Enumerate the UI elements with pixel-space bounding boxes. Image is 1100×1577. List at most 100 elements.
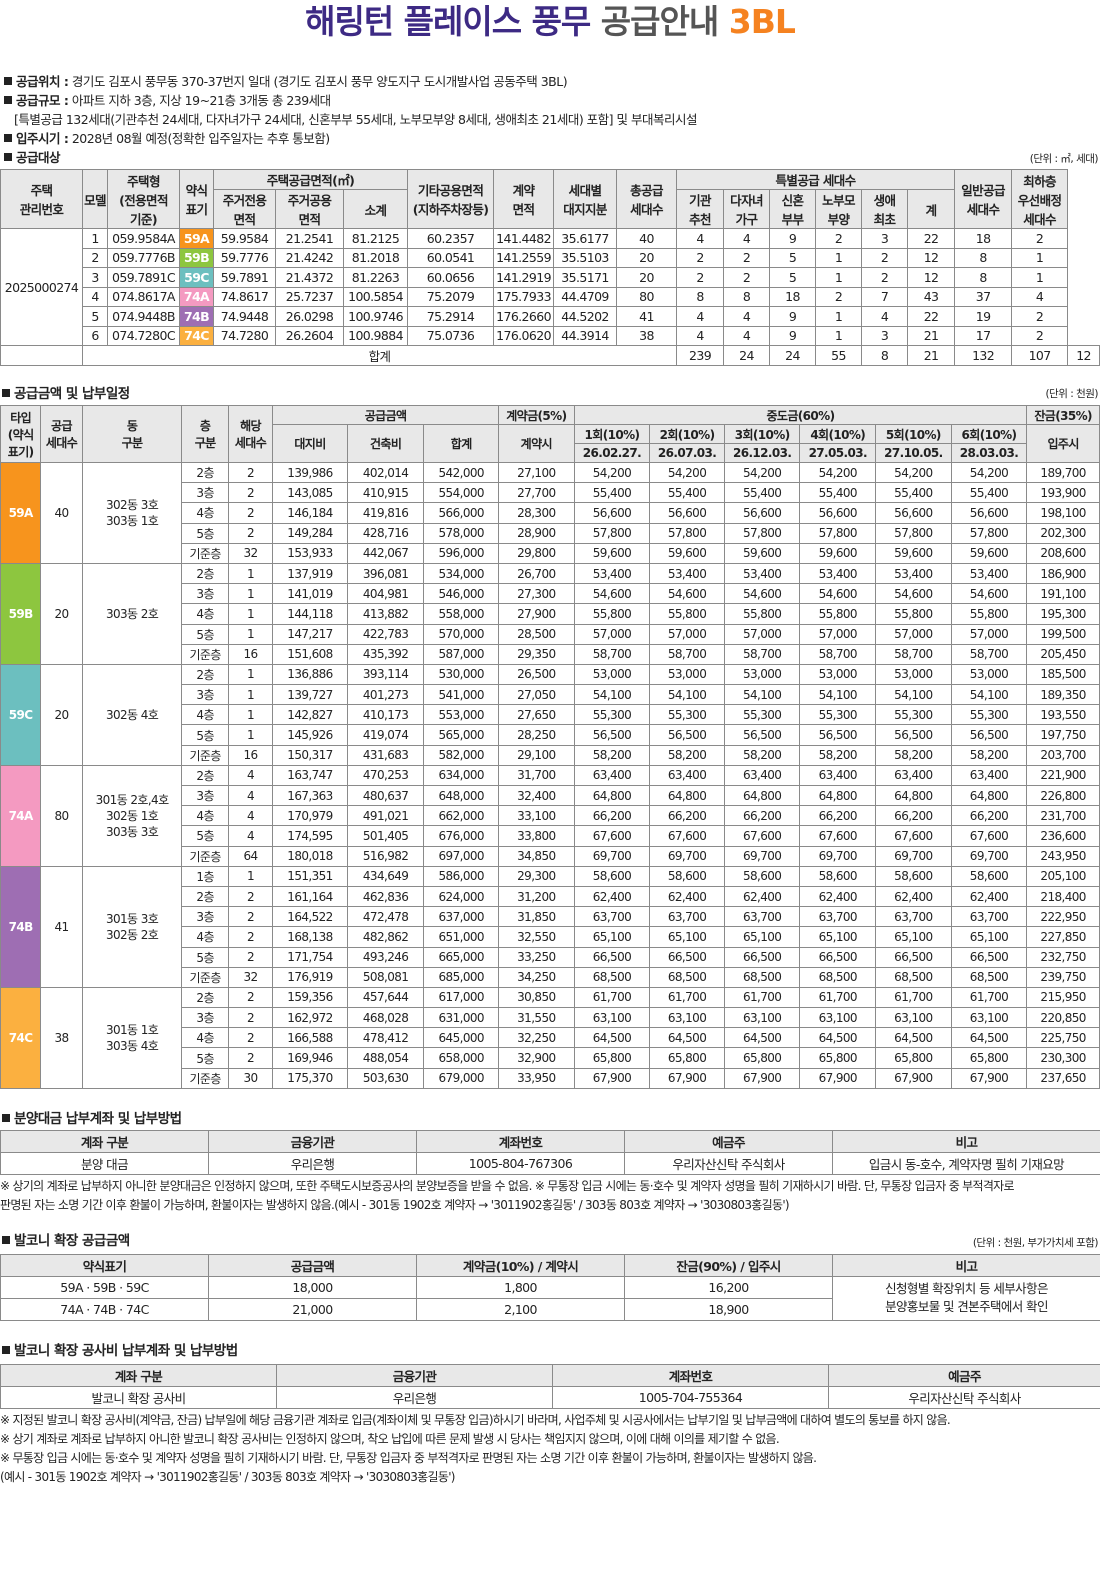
middle-payment: 56,600: [950, 502, 1028, 524]
th-mgmt: 주택 관리번호: [0, 169, 83, 229]
middle-payment: 58,200: [723, 744, 801, 766]
middle-payment: 61,700: [950, 986, 1028, 1009]
total-lowest: 12: [1067, 345, 1100, 366]
middle-payment: 58,600: [649, 865, 725, 887]
middle-payment: 69,700: [950, 845, 1028, 867]
cell-elder: 2: [815, 228, 863, 249]
land-price: 147,217: [272, 623, 348, 645]
middle-payment: 67,600: [799, 825, 877, 847]
land-price: 153,933: [272, 542, 348, 564]
middle-payment: 66,200: [573, 805, 651, 827]
balance-payment: 225,750: [1026, 1027, 1100, 1049]
middle-payment: 65,100: [875, 926, 952, 948]
middle-payment: 68,500: [799, 966, 877, 988]
balance-payment: 197,750: [1026, 724, 1100, 746]
middle-payment: 54,200: [573, 461, 651, 484]
land-price: 146,184: [272, 502, 348, 524]
th-installment-date: 26.02.27.: [573, 443, 651, 463]
cell-total: 80: [616, 286, 678, 307]
th-b-account-type: 계좌 구분: [0, 1363, 277, 1387]
price-row: 4층 1 144,118 413,882 558,000 27,900 55,800 55,8…: [1, 603, 1100, 625]
applicable-units: 1: [227, 684, 274, 706]
land-price: 170,979: [272, 805, 348, 827]
middle-payment: 53,400: [723, 562, 801, 585]
middle-payment: 69,700: [723, 845, 801, 867]
total-label: 합계: [81, 345, 678, 366]
cell-other: 60.0541: [407, 247, 495, 268]
th-b-bank: 금융기관: [276, 1363, 553, 1387]
cell-inst: 2: [676, 247, 725, 268]
balance-payment: 205,100: [1026, 865, 1100, 887]
price-row: 74A 80 301동 2호,4호 302동 1호 303동 3호 2층 4 163,74…: [0, 764, 1100, 867]
floor: 3층: [181, 906, 229, 928]
cell-common: 26.2604: [275, 325, 344, 346]
cell-multi: 4: [723, 306, 771, 327]
balance-payment: 202,300: [1026, 522, 1100, 544]
floor: 5층: [181, 522, 229, 544]
price-row: 3층 2 162,972 468,028 631,000 31,550 63,100 63,1…: [1, 1007, 1100, 1029]
middle-payment: 56,600: [573, 502, 651, 524]
th-newly: 신혼 부부: [769, 189, 817, 229]
supply-sum: 553,000: [423, 704, 500, 726]
building-price: 442,067: [346, 542, 425, 564]
balance-payment: 189,700: [1026, 461, 1100, 484]
middle-payment: 66,500: [950, 946, 1028, 968]
middle-payment: 66,500: [723, 946, 801, 968]
total-elder: 8: [861, 345, 909, 366]
supply-table: 주택 관리번호 모델 주택형 (전용면적 기준) 약식 표기 주택공급면적(㎡)…: [0, 169, 1100, 366]
account-note-1: ※ 상기의 계좌로 납부하지 아니한 분양대금은 인정하지 않으며, 또한 주택…: [0, 1178, 1015, 1193]
group-units: 40: [40, 462, 83, 564]
balance-payment: 195,300: [1026, 603, 1100, 625]
cell-first: 3: [861, 228, 909, 249]
middle-payment: 62,400: [723, 885, 801, 908]
balcony-account-section-title: 발코니 확장 공사비 납부계좌 및 납부방법: [0, 1341, 1100, 1362]
floor: 기준층: [181, 643, 229, 665]
balcony-balance: 16,200: [624, 1275, 833, 1299]
middle-payment: 55,400: [573, 482, 651, 504]
floor: 4층: [181, 1027, 229, 1049]
middle-payment: 59,600: [799, 542, 877, 564]
balcony-table: 약식표기 공급금액 계약금(10%) / 계약시 잔금(90%) / 입주시 비고 59…: [0, 1253, 1100, 1321]
building-price: 431,683: [346, 744, 425, 766]
middle-payment: 58,700: [875, 643, 952, 665]
cell-land: 35.5103: [553, 247, 618, 268]
floor: 기준층: [181, 542, 229, 564]
cell-inst: 8: [676, 286, 725, 307]
middle-payment: 56,500: [649, 724, 725, 746]
th-balcony-deposit: 계약금(10%) / 계약시: [416, 1253, 625, 1277]
middle-payment: 62,400: [649, 885, 725, 908]
middle-payment: 63,100: [573, 1007, 651, 1029]
middle-payment: 64,800: [573, 784, 651, 807]
price-row: 기준층 30 175,370 503,630 679,000 33,950 67,900 67…: [1, 1067, 1100, 1089]
middle-payment: 58,600: [950, 865, 1028, 887]
cell-subtotal: 81.2263: [342, 267, 409, 288]
th-excl: 주거전용 면적: [213, 189, 276, 229]
deposit: 29,350: [498, 643, 575, 665]
middle-payment: 56,600: [799, 502, 877, 524]
deposit: 32,400: [498, 784, 575, 807]
middle-payment: 63,400: [573, 764, 651, 787]
model-no: 3: [82, 267, 108, 288]
middle-payment: 55,400: [799, 482, 877, 504]
balance-payment: 205,450: [1026, 643, 1100, 665]
land-price: 174,595: [272, 825, 348, 847]
applicable-units: 2: [227, 522, 274, 544]
middle-payment: 63,700: [950, 906, 1028, 928]
building-price: 396,081: [346, 562, 425, 585]
price-row: 59C 20 302동 4호 2층 1 136,886 393,114 530,000 26,5…: [0, 663, 1100, 766]
balance-payment: 232,750: [1026, 946, 1100, 968]
middle-payment: 67,900: [573, 1067, 651, 1089]
price-row: 3층 4 167,363 480,637 648,000 32,400 64,800 64,8…: [1, 784, 1100, 807]
middle-payment: 57,000: [950, 623, 1028, 645]
cell-lowest: 1: [1011, 247, 1069, 268]
land-price: 176,919: [272, 966, 348, 988]
th-installment-date: 27.10.05.: [875, 443, 952, 463]
middle-payment: 53,000: [875, 663, 952, 686]
th-model: 모델: [82, 169, 108, 229]
floor: 3층: [181, 684, 229, 706]
middle-payment: 55,300: [875, 704, 952, 726]
middle-payment: 56,600: [875, 502, 952, 524]
supply-sum: 679,000: [423, 1067, 500, 1089]
floor: 4층: [181, 704, 229, 726]
price-row: 5층 2 149,284 428,716 578,000 28,900 57,800 57,8…: [1, 522, 1100, 544]
